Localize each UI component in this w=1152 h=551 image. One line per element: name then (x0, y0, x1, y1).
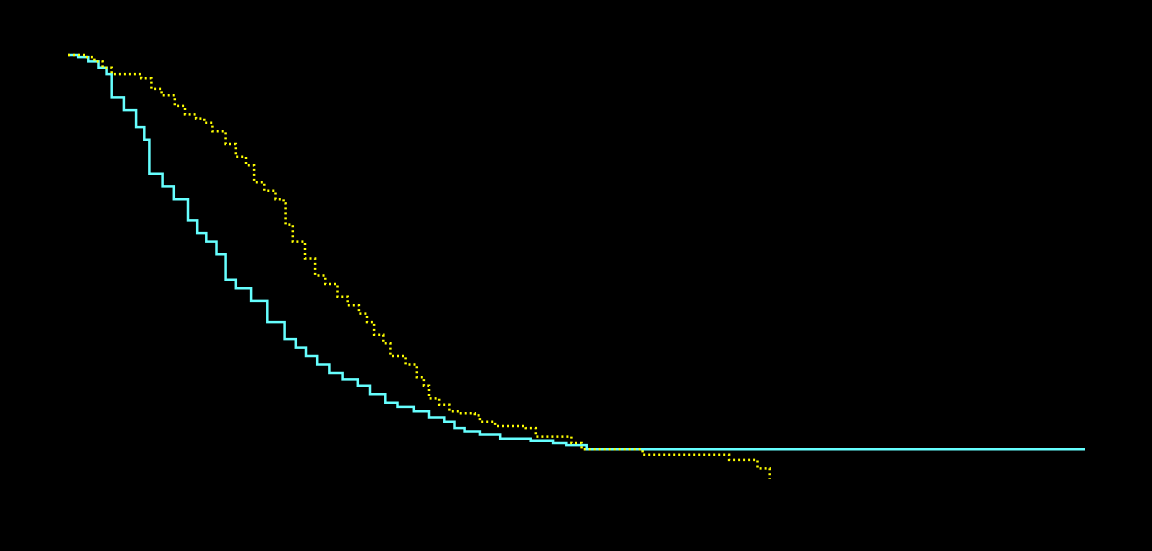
series-line-1 (68, 53, 1085, 451)
series-line-2 (68, 53, 771, 479)
series-layer (68, 53, 1085, 479)
